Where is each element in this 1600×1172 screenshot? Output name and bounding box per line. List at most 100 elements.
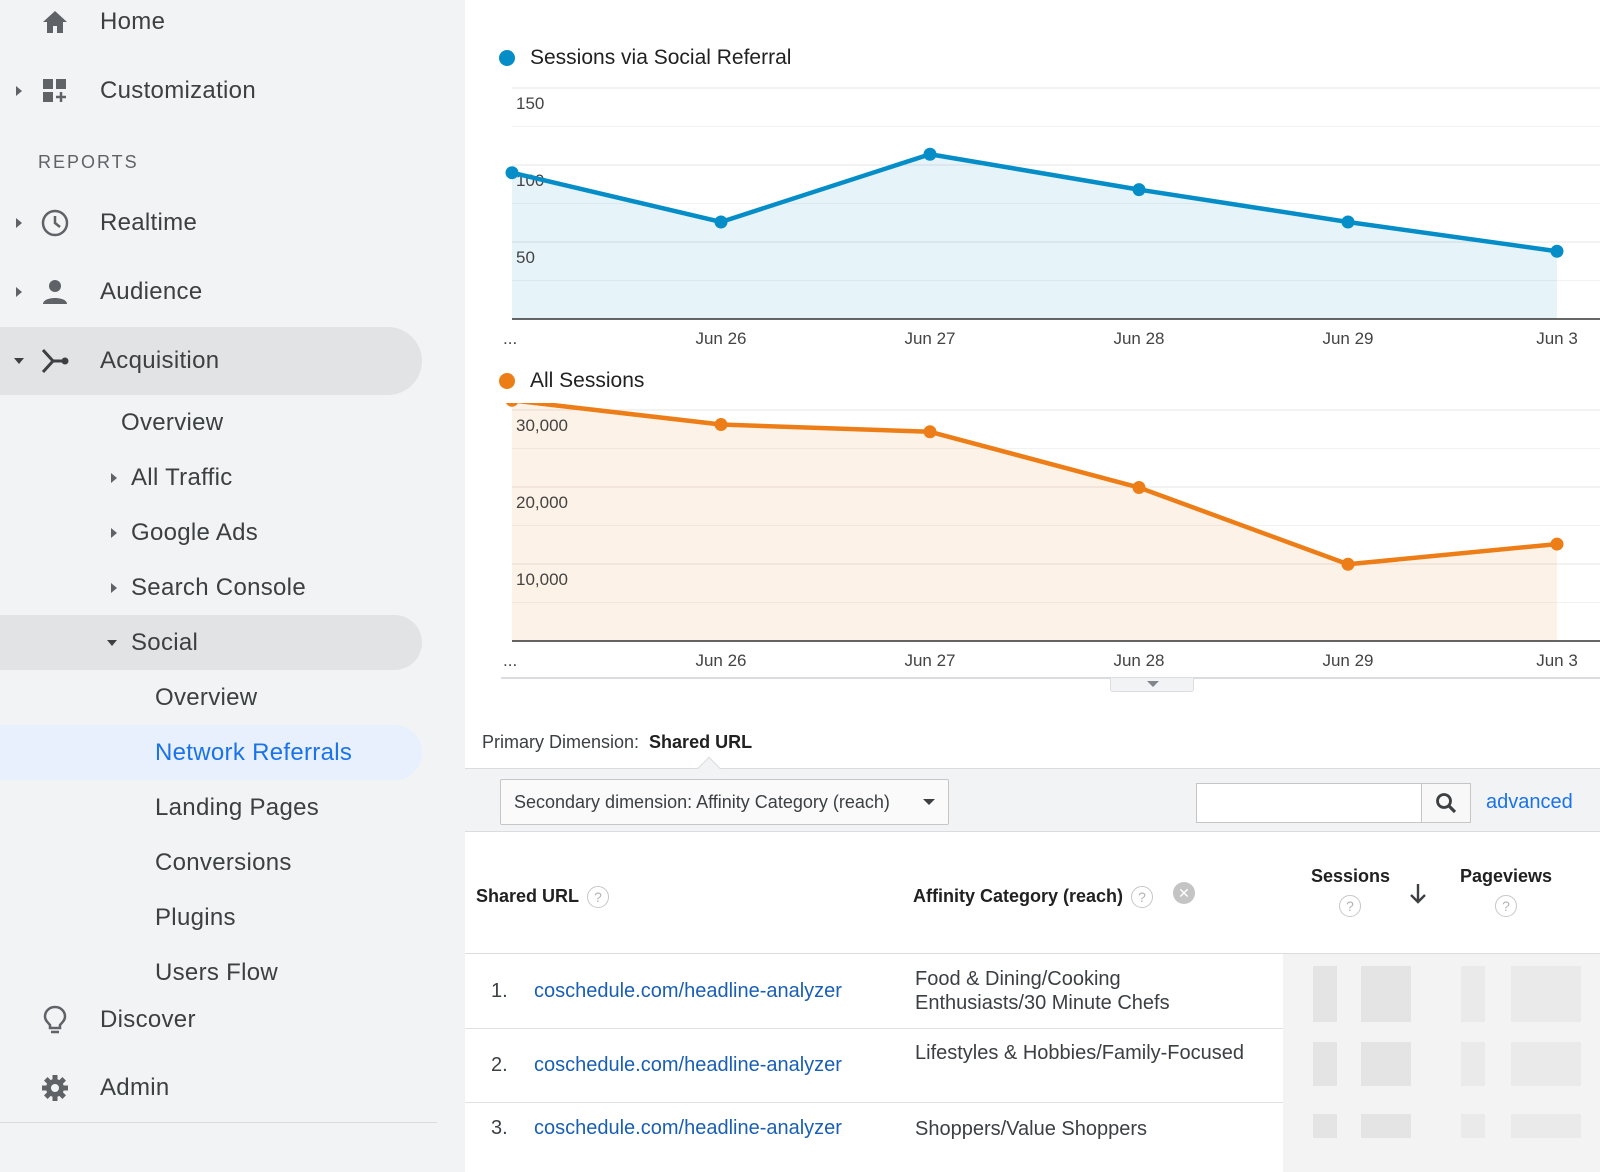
main-content: Sessions via Social Referral 150 100 50...… — [465, 0, 1600, 1172]
sort-descending-icon[interactable] — [1409, 882, 1427, 906]
expand-caret-icon[interactable] — [16, 86, 22, 96]
data-point[interactable] — [1550, 537, 1564, 551]
chart-2-legend[interactable]: All Sessions — [499, 369, 644, 393]
data-point[interactable] — [714, 418, 728, 432]
all-sessions-chart[interactable]: 30,000 20,000 10,000... Jun 26 Jun 27 Jun 28 J… — [465, 403, 1600, 678]
data-point[interactable] — [714, 215, 728, 229]
table-search-input[interactable] — [1196, 783, 1422, 823]
chevron-down-icon — [923, 799, 935, 805]
primary-dimension: Primary Dimension: Shared URL — [482, 732, 752, 753]
nav-acquisition-overview[interactable]: Overview — [0, 395, 430, 450]
nav-all-traffic-label: All Traffic — [131, 463, 233, 491]
sidebar: Home Customization REPORTS Realtime Audi… — [0, 0, 465, 1172]
nav-acquisition-label: Acquisition — [100, 347, 220, 374]
table-row: 1. coschedule.com/headline-analyzer Food… — [465, 954, 1600, 1029]
chevron-down-icon — [1147, 681, 1159, 687]
sidebar-divider — [0, 1122, 437, 1123]
nav-all-traffic[interactable]: All Traffic — [0, 450, 430, 505]
nav-home-label: Home — [100, 8, 166, 35]
data-point[interactable] — [1132, 481, 1146, 495]
expand-caret-icon[interactable] — [16, 287, 22, 297]
series-area — [512, 403, 1557, 641]
x-tick-label: Jun 26 — [695, 329, 746, 348]
nav-search-console-label: Search Console — [131, 573, 306, 601]
shared-url-link[interactable]: coschedule.com/headline-analyzer — [534, 980, 842, 1002]
nav-realtime[interactable]: Realtime — [0, 189, 430, 257]
data-point[interactable] — [505, 166, 519, 180]
x-tick-label: Jun 27 — [904, 651, 955, 670]
nav-search-console[interactable]: Search Console — [0, 560, 430, 615]
chart-1-legend[interactable]: Sessions via Social Referral — [499, 46, 791, 70]
nav-discover[interactable]: Discover — [0, 986, 430, 1054]
data-point[interactable] — [1550, 244, 1564, 258]
data-point[interactable] — [923, 425, 937, 439]
y-tick-label: 150 — [516, 94, 544, 113]
nav-network-referrals[interactable]: Network Referrals — [0, 725, 422, 780]
nav-google-ads[interactable]: Google Ads — [0, 505, 430, 560]
expand-caret-icon[interactable] — [111, 472, 117, 483]
nav-users-flow-label: Users Flow — [155, 958, 279, 986]
search-button[interactable] — [1421, 783, 1471, 823]
affinity-header-label: Affinity Category (reach) — [913, 886, 1124, 906]
nav-network-referrals-label: Network Referrals — [155, 738, 353, 766]
column-header-sessions[interactable]: Sessions — [1311, 866, 1391, 886]
column-header-affinity[interactable]: Affinity Category (reach)? — [913, 886, 1154, 909]
nav-social[interactable]: Social — [0, 615, 422, 670]
remove-dimension-icon[interactable]: ✕ — [1173, 882, 1195, 904]
x-tick-label: Jun 3 — [1536, 651, 1578, 670]
data-point[interactable] — [506, 403, 519, 407]
nav-audience[interactable]: Audience — [0, 258, 430, 326]
x-tick-label: Jun 27 — [904, 329, 955, 348]
help-icon[interactable]: ? — [1339, 895, 1361, 917]
x-tick-label: Jun 28 — [1113, 651, 1164, 670]
row-number: 2. — [491, 1054, 508, 1076]
collapse-caret-icon[interactable] — [107, 639, 117, 646]
shared-url-link[interactable]: coschedule.com/headline-analyzer — [534, 1117, 842, 1139]
nav-acquisition-overview-label: Overview — [121, 408, 224, 436]
nav-customization[interactable]: Customization — [0, 57, 430, 125]
help-icon[interactable]: ? — [1131, 886, 1154, 909]
nav-plugins[interactable]: Plugins — [0, 890, 430, 945]
data-point[interactable] — [923, 147, 937, 161]
secondary-dimension-select[interactable]: Secondary dimension: Affinity Category (… — [500, 779, 949, 825]
nav-conversions[interactable]: Conversions — [0, 835, 430, 890]
shared-url-link[interactable]: coschedule.com/headline-analyzer — [534, 1054, 842, 1076]
x-tick-label: Jun 29 — [1322, 329, 1373, 348]
dashboard-grid-icon — [40, 76, 70, 106]
help-icon[interactable]: ? — [1495, 895, 1517, 917]
nav-customization-label: Customization — [100, 77, 256, 104]
table-header-divider — [465, 953, 1600, 954]
y-tick-label: 20,000 — [516, 493, 568, 512]
collapse-chart-toggle[interactable] — [1110, 678, 1194, 692]
affinity-category: Shoppers/Value Shoppers — [915, 1118, 1148, 1140]
expand-caret-icon[interactable] — [16, 218, 22, 228]
column-header-shared-url[interactable]: Shared URL? — [476, 886, 610, 909]
expand-caret-icon[interactable] — [111, 527, 117, 538]
table-filter-bar: Secondary dimension: Affinity Category (… — [465, 768, 1600, 832]
y-tick-label: 10,000 — [516, 570, 568, 589]
nav-acquisition[interactable]: Acquisition — [0, 327, 422, 395]
nav-social-overview[interactable]: Overview — [0, 670, 430, 725]
series-line — [515, 403, 1558, 567]
x-tick-label: Jun 3 — [1536, 329, 1578, 348]
primary-dimension-value[interactable]: Shared URL — [649, 732, 753, 752]
nav-home[interactable]: Home — [0, 0, 430, 56]
data-point[interactable] — [1341, 557, 1355, 571]
table-row: 3. coschedule.com/headline-analyzer Shop… — [465, 1103, 1600, 1172]
data-point[interactable] — [1132, 183, 1146, 197]
expand-caret-icon[interactable] — [111, 582, 117, 593]
x-tick-label: ... — [503, 651, 517, 670]
x-tick-label: Jun 28 — [1113, 329, 1164, 348]
help-icon[interactable]: ? — [587, 886, 610, 909]
nav-admin[interactable]: Admin — [0, 1054, 430, 1122]
data-point[interactable] — [1341, 215, 1355, 229]
nav-landing-pages[interactable]: Landing Pages — [0, 780, 430, 835]
collapse-caret-icon[interactable] — [14, 358, 24, 364]
advanced-filter-link[interactable]: advanced — [1486, 791, 1573, 813]
row-number: 1. — [491, 980, 508, 1002]
column-header-pageviews[interactable]: Pageviews — [1460, 866, 1553, 886]
nav-social-label: Social — [131, 628, 199, 656]
affinity-category: Lifestyles & Hobbies/Family-Focused — [915, 1042, 1245, 1064]
nav-users-flow[interactable]: Users Flow — [0, 945, 430, 1000]
